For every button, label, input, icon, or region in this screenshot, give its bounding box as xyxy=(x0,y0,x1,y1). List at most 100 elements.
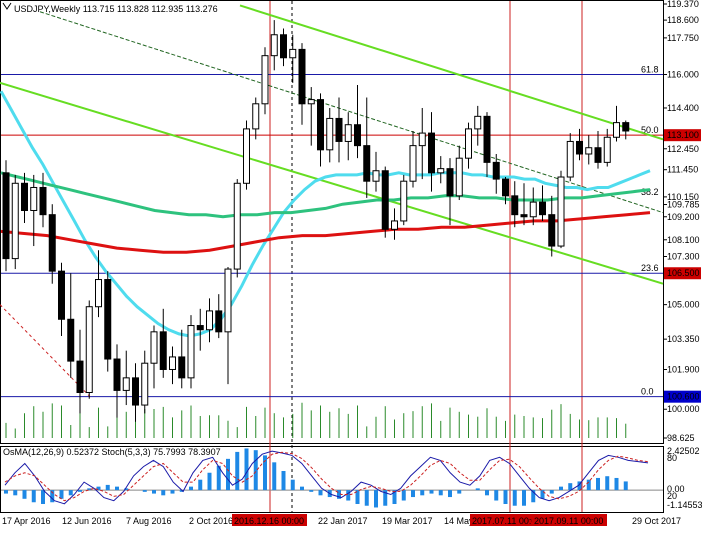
symbol-header: USDJPY,Weekly 113.715 113.828 112.935 11… xyxy=(14,4,218,14)
candle-body xyxy=(529,201,537,218)
candle-body xyxy=(622,122,630,132)
oscillator-header: OsMA(12,26,9) 0.52372 Stoch(5,3,3) 75.79… xyxy=(3,447,221,457)
candle-body xyxy=(30,186,38,211)
date-axis-label: 2 Oct 2016 xyxy=(189,516,233,526)
candle-body xyxy=(455,157,463,197)
candle-body xyxy=(289,48,297,59)
candle-body xyxy=(465,128,472,159)
price-axis-label: 105.000 xyxy=(667,300,700,310)
candle-body xyxy=(11,182,19,260)
candle-body xyxy=(48,214,56,272)
moving-average-ma_red xyxy=(0,211,651,254)
price-label-box xyxy=(664,129,701,142)
candle-body xyxy=(67,318,75,362)
candle-body xyxy=(474,115,482,130)
price-label-box xyxy=(664,267,701,280)
price-axis-label: 112.450 xyxy=(667,144,699,154)
price-axis-label: 113.100 xyxy=(667,130,699,140)
price-axis-label: 119.370 xyxy=(667,0,699,9)
date-label-box xyxy=(232,514,307,526)
candle-body xyxy=(39,186,47,216)
price-axis-label: 110.150 xyxy=(667,192,699,202)
price-axis-label: 117.750 xyxy=(667,33,699,43)
candle-body xyxy=(344,124,352,142)
date-axis-label: 29 Oct 2017 xyxy=(632,516,681,526)
trend-channel-lower xyxy=(0,81,664,285)
date-axis-label: 17 Apr 2016 xyxy=(2,516,51,526)
candle-body xyxy=(187,325,195,379)
candle-body xyxy=(335,117,343,142)
chevron-down-icon xyxy=(2,2,12,10)
stochastic-signal-line xyxy=(4,451,649,502)
candle-body xyxy=(141,362,149,406)
candle-body xyxy=(104,279,112,360)
date-axis-label: 12 Jun 2016 xyxy=(62,516,112,526)
candle-body xyxy=(391,220,398,230)
candle-body xyxy=(428,132,435,174)
candle-body xyxy=(446,168,454,197)
date-axis-label: 22 Jan 2017 xyxy=(318,516,368,526)
candle-body xyxy=(243,128,250,184)
oscillator-axis-label: 2.42502 xyxy=(667,446,700,456)
candle-body xyxy=(215,310,223,333)
candle-body xyxy=(132,377,139,406)
candle-body xyxy=(585,147,593,155)
price-axis-label: 109.785 xyxy=(667,200,700,210)
date-label-box xyxy=(470,514,545,526)
candle-body xyxy=(261,55,269,105)
candle-body xyxy=(483,115,491,163)
candle-body xyxy=(85,306,93,393)
oscillator-axis-label: 20 xyxy=(667,491,677,501)
candle-body xyxy=(557,176,565,247)
candle-body xyxy=(437,168,445,174)
date-axis-label: 2017.09.11 00:00 xyxy=(534,516,603,526)
price-label-box xyxy=(664,390,701,403)
candle-body xyxy=(566,140,574,178)
candle-body xyxy=(603,136,611,163)
candle-body xyxy=(122,377,130,391)
price-axis-label: 108.100 xyxy=(667,235,700,245)
candle-body xyxy=(409,145,417,182)
price-axis-label: 111.450 xyxy=(667,165,698,175)
candle-body xyxy=(613,122,620,138)
candle-body xyxy=(224,268,232,333)
candle-body xyxy=(539,201,546,216)
candle-body xyxy=(492,161,500,180)
price-axis-label: 116.000 xyxy=(667,70,699,80)
candle-body xyxy=(150,331,158,364)
price-axis-label: 103.350 xyxy=(667,334,700,344)
fib-level-label: 0.0 xyxy=(641,387,654,397)
trend-line-dashed xyxy=(39,11,664,214)
candle-body xyxy=(576,140,583,155)
candle-body xyxy=(58,270,65,320)
candle-body xyxy=(363,145,371,182)
candle-body xyxy=(280,34,287,59)
candle-body xyxy=(502,178,509,197)
date-axis-label: 2017.07.11 00:00 xyxy=(472,516,541,526)
candle-body xyxy=(326,117,334,151)
candle-body xyxy=(178,356,186,379)
price-axis-label: 100.000 xyxy=(667,404,700,414)
candle-body xyxy=(317,99,324,151)
moving-average-ma_green xyxy=(0,171,651,219)
date-axis-label: 7 Aug 2016 xyxy=(126,516,172,526)
candle-body xyxy=(548,214,556,247)
volume-layer xyxy=(5,402,627,438)
oscillator-axis-label: 80 xyxy=(667,453,677,463)
candle-body xyxy=(113,358,121,391)
price-axis-label: 107.300 xyxy=(667,252,700,262)
fib-level-label: 23.6 xyxy=(641,263,659,273)
oscillator-pane-border xyxy=(0,446,664,513)
candle-body xyxy=(372,170,380,182)
axis-labels-layer: 119.370 118.600 117.750 116.000 114.400 113.1… xyxy=(2,0,701,526)
candle-body xyxy=(307,99,315,105)
stochastic-main-line xyxy=(4,450,649,505)
oscillator-axis-label: 0.00 xyxy=(667,484,685,494)
candle-body xyxy=(76,360,84,393)
candle-body xyxy=(354,124,361,147)
candle-body xyxy=(270,34,278,57)
candle-body xyxy=(169,356,176,370)
